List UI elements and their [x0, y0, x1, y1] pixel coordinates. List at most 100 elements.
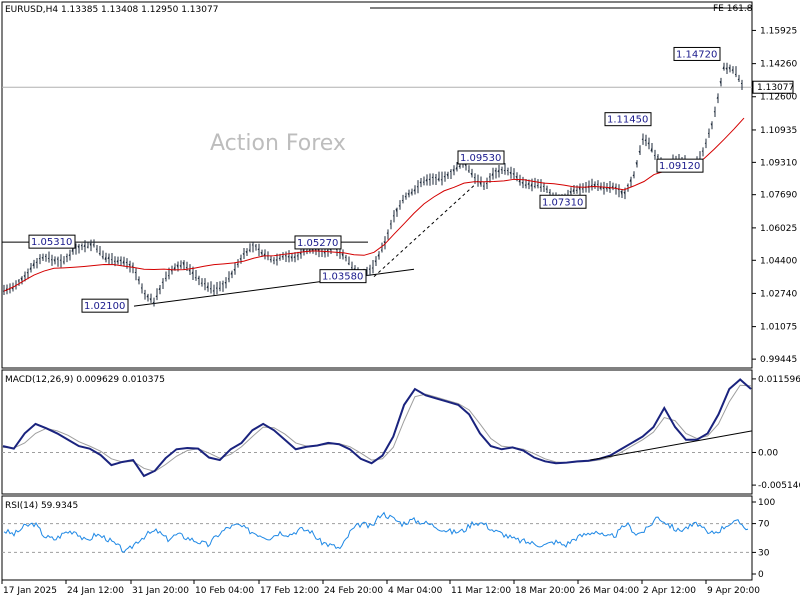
price-bar-open [437, 177, 440, 181]
y-tick-label: 1.10935 [760, 126, 797, 136]
rsi-tick-label: 70 [758, 520, 770, 530]
price-bar-open [638, 150, 641, 154]
price-bar-open [713, 111, 716, 113]
price-label: 1.03580 [319, 269, 367, 284]
price-bar-open [242, 253, 245, 256]
price-bar-open [278, 257, 281, 259]
price-bar-open [206, 285, 209, 289]
price-bar-open [152, 301, 155, 304]
price-bar-open [68, 254, 71, 257]
x-tick-label: 10 Feb 04:00 [195, 586, 254, 596]
price-bar-open [248, 249, 251, 251]
price-bar-open [509, 171, 512, 175]
price-bar-open [77, 245, 80, 249]
macd-tick-label: 0.011596 [758, 375, 800, 385]
price-bar-open [275, 258, 278, 261]
price-bar-open [386, 232, 389, 234]
price-bar-open [452, 169, 455, 172]
price-bar-open [497, 169, 500, 173]
price-bar-open [296, 255, 299, 257]
price-bar-open [236, 263, 239, 266]
price-bar-open [323, 251, 326, 254]
price-bar-open [260, 251, 263, 255]
price-label-box [28, 234, 76, 249]
price-bar-open [104, 256, 107, 260]
price-label-text: 1.03580 [322, 272, 363, 283]
price-bar-open [26, 272, 29, 274]
price-bar-open [620, 190, 623, 196]
y-tick-label: 1.14260 [760, 60, 797, 70]
macd-trendline [589, 430, 753, 461]
price-bar-open [374, 260, 377, 263]
price-bar-open [143, 292, 146, 295]
price-bar-open [224, 281, 227, 284]
watermark: Action Forex [210, 131, 346, 156]
price-label-box [294, 235, 342, 250]
price-bar-open [41, 257, 44, 260]
price-bar-open [398, 205, 401, 207]
price-bar-open [239, 258, 242, 261]
price-bar-open [644, 139, 647, 142]
price-bar-open [155, 295, 158, 298]
price-bar-open [710, 123, 713, 126]
price-bar-open [443, 175, 446, 178]
price-bar-open [575, 189, 578, 191]
price-label-text: 1.09120 [659, 161, 700, 172]
price-label-text: 1.07310 [542, 197, 583, 208]
price-bar-open [116, 259, 119, 263]
price-label-box [656, 158, 704, 173]
x-axis: 17 Jan 2025 24 Jan 12:00 31 Jan 20:00 10 Fe… [1, 580, 760, 596]
price-bar-open [92, 244, 95, 246]
price-bar-open [632, 174, 635, 177]
price-bar-open [158, 287, 161, 290]
x-tick-label: 31 Jan 20:00 [132, 586, 189, 596]
price-bar-open [128, 263, 131, 267]
price-bar-open [200, 282, 203, 285]
price-bar-open [425, 178, 428, 182]
x-tick-label: 4 Mar 04:00 [388, 586, 443, 596]
price-bar-open [545, 188, 548, 191]
rsi-tick-label: 30 [758, 548, 770, 558]
x-tick-label: 24 Feb 20:00 [324, 586, 383, 596]
price-bar-open [410, 191, 413, 194]
price-bar-open [263, 252, 266, 256]
price-bar-open [569, 191, 572, 194]
price-bar-open [593, 183, 596, 187]
price-label: 1.14720 [673, 46, 721, 61]
price-bar-open [179, 265, 182, 268]
price-bar-open [701, 150, 704, 152]
macd-title: MACD(12,26,9) 0.009629 0.010375 [5, 375, 165, 385]
y-tick-label: 1.04400 [760, 256, 797, 266]
rsi-title: RSI(14) 59.9345 [5, 501, 78, 511]
y-tick-label: 1.07690 [760, 191, 797, 201]
price-label-text: 1.14720 [676, 49, 717, 60]
price-bar-open [572, 188, 575, 192]
price-bar-open [470, 172, 473, 176]
price-bar-open [2, 290, 5, 292]
price-bar-open [368, 268, 371, 270]
price-label-box [319, 269, 367, 284]
price-bar-open [149, 298, 152, 301]
price-label-text: 1.05310 [31, 237, 72, 248]
moving-average-line [3, 117, 745, 292]
price-bar-open [431, 176, 434, 179]
fe-label: FE 161.8 [713, 4, 753, 14]
price-bar-open [221, 283, 224, 285]
macd-tick-label: -0.005146 [758, 481, 800, 491]
price-bar-open [719, 81, 722, 85]
price-bar-open [245, 251, 248, 254]
price-label: 1.09120 [656, 158, 704, 173]
price-bar-open [512, 173, 515, 176]
price-bar-open [377, 253, 380, 257]
price-bar-open [191, 271, 194, 274]
price-bar-open [131, 265, 134, 267]
y-tick-label: 1.12600 [760, 93, 797, 103]
price-bar-open [536, 185, 539, 187]
price-bar-open [161, 281, 164, 284]
price-bar-open [458, 164, 461, 168]
rsi-line [3, 511, 749, 553]
price-bar-open [188, 269, 191, 272]
price-bar-open [419, 181, 422, 184]
price-bar-open [515, 175, 518, 179]
price-bar-open [101, 256, 104, 258]
